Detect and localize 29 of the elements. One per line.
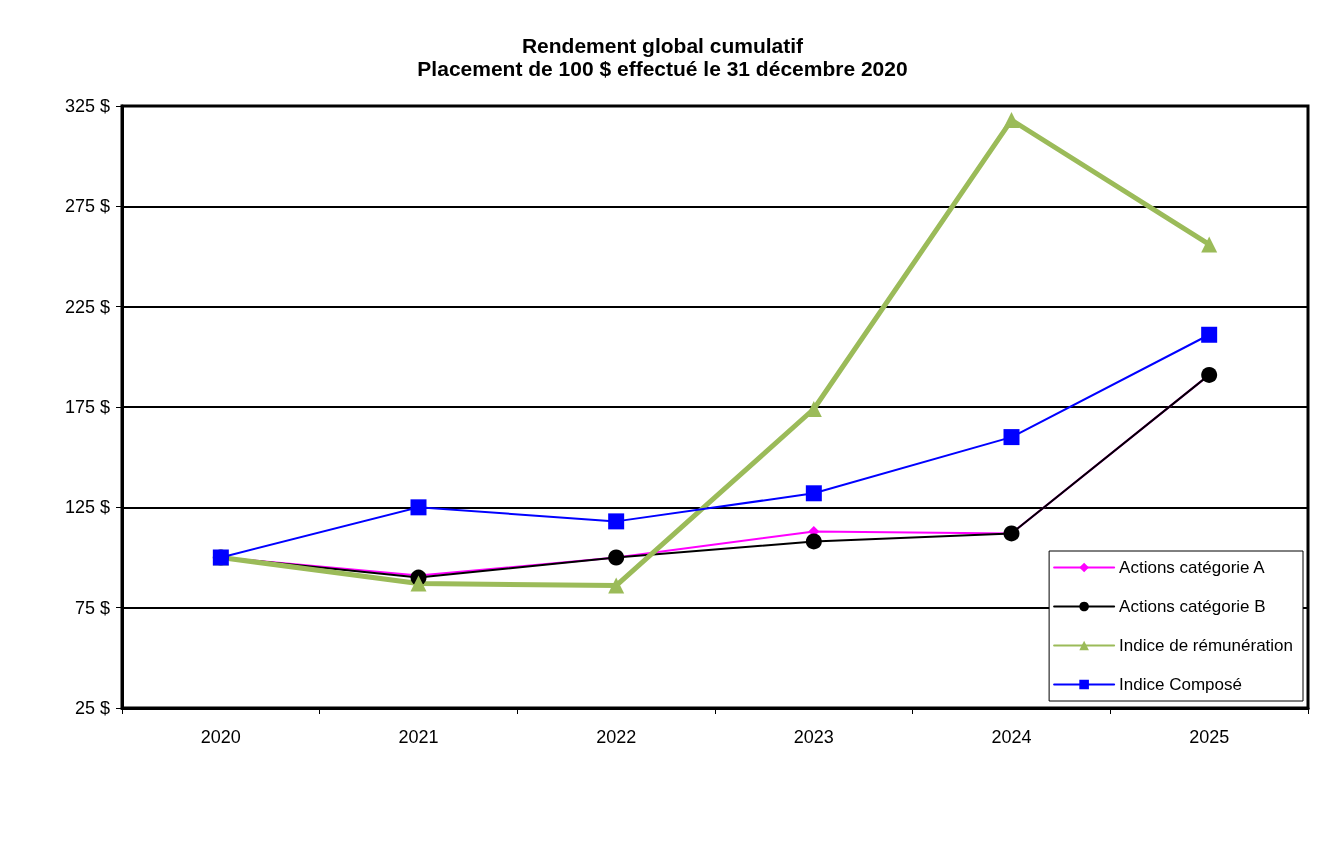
y-tick-label: 125 $ [64, 497, 110, 518]
point [608, 577, 625, 594]
x-tick-label: 2024 [991, 727, 1032, 747]
y-tick-label: 325 $ [64, 96, 110, 116]
legend-label: Actions catégorie A [1119, 558, 1266, 577]
x-tick-label: 2022 [596, 727, 637, 747]
point [608, 513, 625, 530]
point [410, 575, 427, 592]
chart-title: Rendement global cumulatif [521, 34, 805, 57]
point [1201, 236, 1218, 253]
y-tick-label: 75 $ [74, 597, 110, 618]
chart-subtitle: Placement de 100 $ effectué le 31 décembre 2020 [417, 57, 908, 80]
y-tick-label: 225 $ [64, 296, 110, 317]
point [1003, 429, 1020, 446]
x-tick-label: 2021 [398, 727, 439, 747]
legend-label: Actions catégorie B [1119, 597, 1266, 616]
point [805, 533, 822, 550]
point [805, 485, 822, 502]
y-tick-label: 275 $ [64, 196, 110, 217]
x-tick-label: 2020 [200, 727, 241, 747]
x-tick-label: 2023 [793, 727, 834, 747]
point [1201, 326, 1218, 343]
y-tick-label: 175 $ [64, 397, 110, 417]
x-tick-label: 2025 [1189, 727, 1230, 747]
y-tick-label: 25 $ [74, 698, 110, 718]
point [410, 499, 427, 516]
legend-label: Indice de rémunération [1119, 636, 1294, 655]
legend-label: Indice Composé [1119, 675, 1242, 694]
point [1003, 112, 1020, 129]
